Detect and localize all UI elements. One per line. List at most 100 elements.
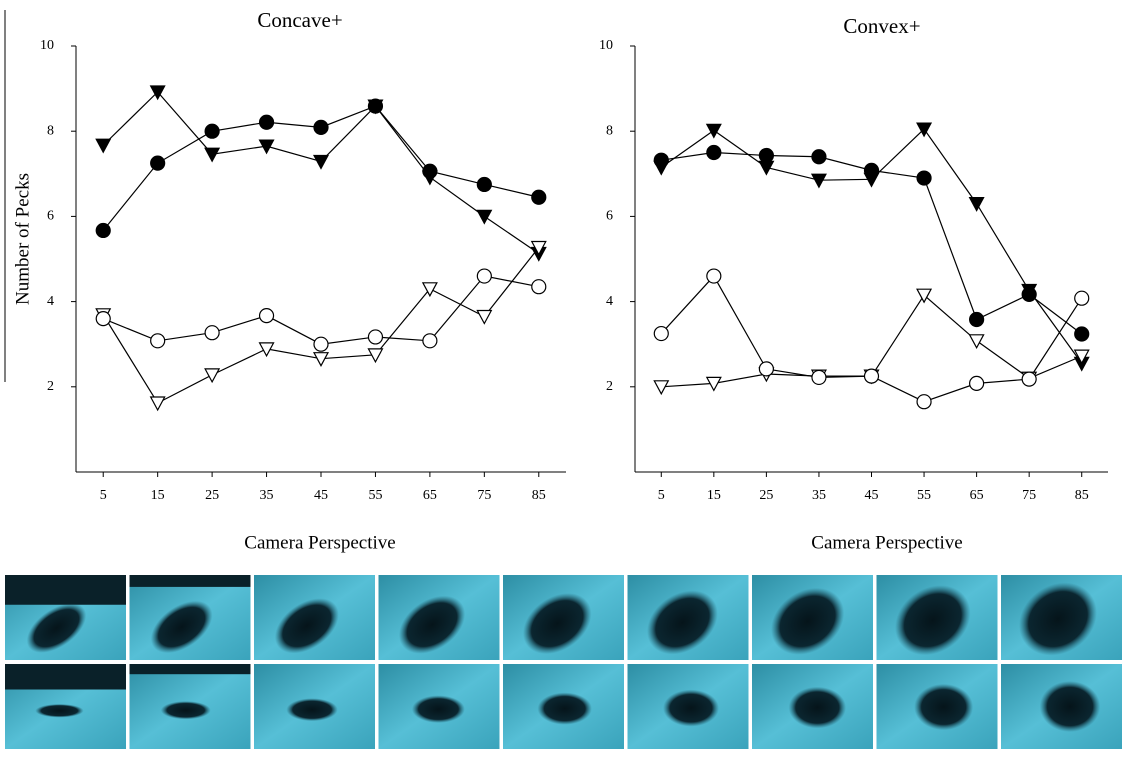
chart-title: Concave+ [257, 8, 342, 32]
series-line [102, 275, 539, 345]
thumbnail-blob [35, 703, 84, 718]
point [204, 123, 220, 139]
point [706, 268, 722, 284]
point [1021, 371, 1037, 387]
thumbnail-blob [663, 689, 720, 727]
point [258, 342, 275, 358]
point [313, 119, 329, 135]
thumbnail-sky [5, 575, 126, 605]
point [367, 98, 384, 114]
x-tick-label: 35 [812, 488, 826, 503]
point [204, 368, 221, 384]
point [811, 149, 827, 165]
thumbnail-blob [895, 585, 971, 656]
series-line [102, 91, 540, 254]
point [969, 311, 985, 328]
x-tick-label: 15 [707, 488, 721, 503]
point [204, 147, 221, 163]
point [1021, 286, 1037, 302]
y-tick-label: 6 [47, 209, 54, 224]
point [421, 282, 438, 298]
point [758, 147, 774, 164]
point [653, 325, 669, 342]
point [706, 144, 722, 161]
point [476, 309, 493, 325]
x-axis-label: Camera Perspective [811, 532, 962, 553]
point [968, 197, 985, 212]
chart-title: Convex+ [843, 14, 920, 38]
y-axis-label: Number of Pecks [12, 173, 33, 305]
y-tick-label: 2 [47, 379, 54, 394]
point [916, 122, 933, 138]
x-axis-label: Camera Perspective [244, 532, 395, 553]
y-tick-label: 4 [606, 294, 613, 309]
point [1074, 326, 1090, 342]
thumbnail-blob [522, 593, 592, 655]
thumbnail-blob [286, 698, 338, 722]
point [258, 139, 275, 155]
point [367, 348, 384, 364]
x-tick-label: 5 [658, 488, 665, 503]
x-tick-label: 35 [260, 488, 274, 503]
point [863, 162, 880, 178]
thumbnail-blob [26, 603, 87, 653]
thumbnail-blob [411, 695, 465, 723]
point [204, 325, 220, 341]
point [530, 240, 547, 256]
x-tick-label: 15 [151, 488, 165, 503]
stimulus-images [5, 575, 1122, 749]
thumbnail-blob [788, 686, 847, 729]
point [811, 369, 827, 386]
thumbnail-blob [537, 692, 592, 725]
point [758, 160, 775, 176]
thumbnail-blob [398, 595, 466, 654]
x-tick-label: 85 [532, 488, 546, 503]
thumbnail-blob [1039, 681, 1101, 732]
y-tick-label: 4 [47, 294, 54, 309]
point [258, 308, 275, 324]
thumbnail-blob [914, 683, 974, 731]
thumbnail-blob [160, 701, 211, 720]
x-tick-label: 25 [205, 488, 219, 503]
point [916, 288, 933, 304]
point [653, 152, 669, 168]
point [476, 176, 492, 193]
point [150, 333, 166, 349]
x-tick-label: 55 [917, 488, 931, 503]
x-tick-label: 45 [865, 488, 879, 503]
point [1074, 290, 1090, 306]
y-tick-label: 6 [606, 209, 613, 224]
point [758, 361, 774, 377]
point [149, 396, 166, 412]
point [476, 209, 493, 225]
point [916, 170, 932, 186]
point [422, 333, 438, 349]
point [916, 394, 932, 410]
point [810, 173, 827, 189]
y-tick-label: 10 [599, 38, 613, 53]
thumbnail-blob [647, 590, 718, 655]
y-tick-label: 2 [606, 379, 613, 394]
y-tick-label: 8 [606, 123, 613, 138]
point [653, 380, 670, 396]
point [95, 222, 111, 239]
point [969, 375, 985, 391]
point [149, 85, 166, 101]
point [705, 123, 722, 139]
x-tick-label: 65 [970, 488, 984, 503]
point [150, 155, 166, 171]
thumbnail-sky [5, 664, 126, 690]
x-tick-label: 55 [368, 488, 382, 503]
point [312, 352, 330, 367]
point [95, 138, 112, 154]
point [367, 329, 384, 345]
x-tick-label: 75 [1022, 488, 1036, 503]
x-tick-label: 85 [1075, 488, 1089, 503]
point [313, 336, 329, 352]
thumbnail-blob [150, 600, 213, 654]
thumbnail-blob [1019, 582, 1097, 656]
point [968, 334, 985, 350]
x-tick-label: 5 [100, 488, 107, 503]
y-tick-label: 8 [47, 123, 54, 138]
